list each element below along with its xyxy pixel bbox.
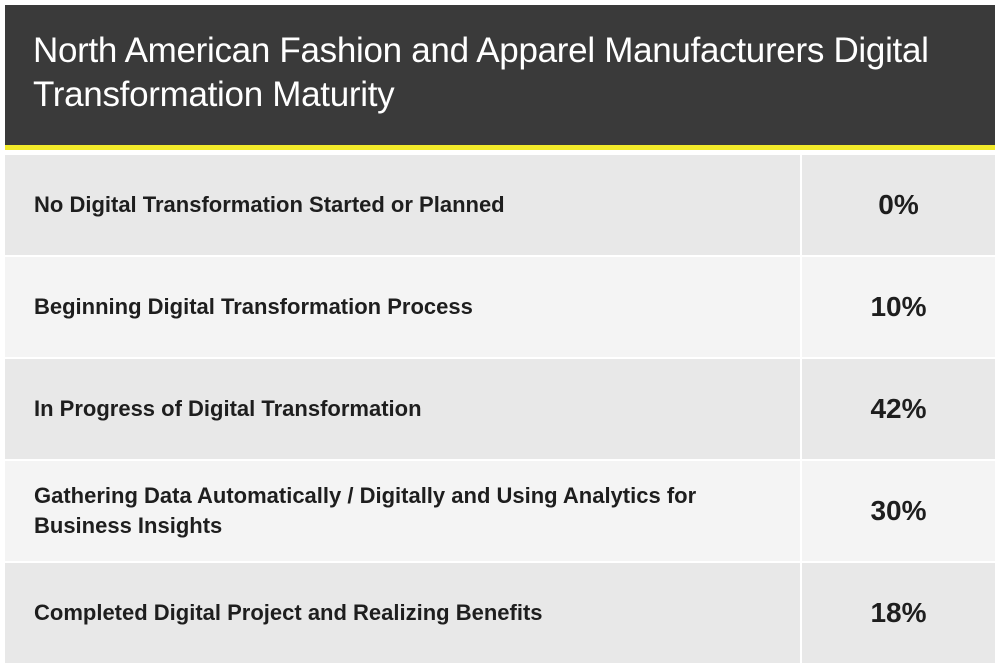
row-label: Gathering Data Automatically / Digitally…	[5, 461, 800, 561]
table-title: North American Fashion and Apparel Manuf…	[33, 31, 929, 114]
row-value: 18%	[802, 563, 995, 663]
table-row: No Digital Transformation Started or Pla…	[5, 155, 995, 255]
table-row: Gathering Data Automatically / Digitally…	[5, 461, 995, 561]
table-row: In Progress of Digital Transformation 42…	[5, 359, 995, 459]
table-row: Completed Digital Project and Realizing …	[5, 563, 995, 663]
maturity-table: No Digital Transformation Started or Pla…	[5, 155, 995, 663]
accent-divider	[5, 145, 995, 150]
table-row: Beginning Digital Transformation Process…	[5, 257, 995, 357]
row-label: In Progress of Digital Transformation	[5, 359, 800, 459]
row-value: 10%	[802, 257, 995, 357]
row-label: Completed Digital Project and Realizing …	[5, 563, 800, 663]
row-label: Beginning Digital Transformation Process	[5, 257, 800, 357]
table-header: North American Fashion and Apparel Manuf…	[5, 5, 995, 145]
row-label: No Digital Transformation Started or Pla…	[5, 155, 800, 255]
row-value: 0%	[802, 155, 995, 255]
row-value: 30%	[802, 461, 995, 561]
table-card: North American Fashion and Apparel Manuf…	[5, 5, 995, 663]
row-value: 42%	[802, 359, 995, 459]
